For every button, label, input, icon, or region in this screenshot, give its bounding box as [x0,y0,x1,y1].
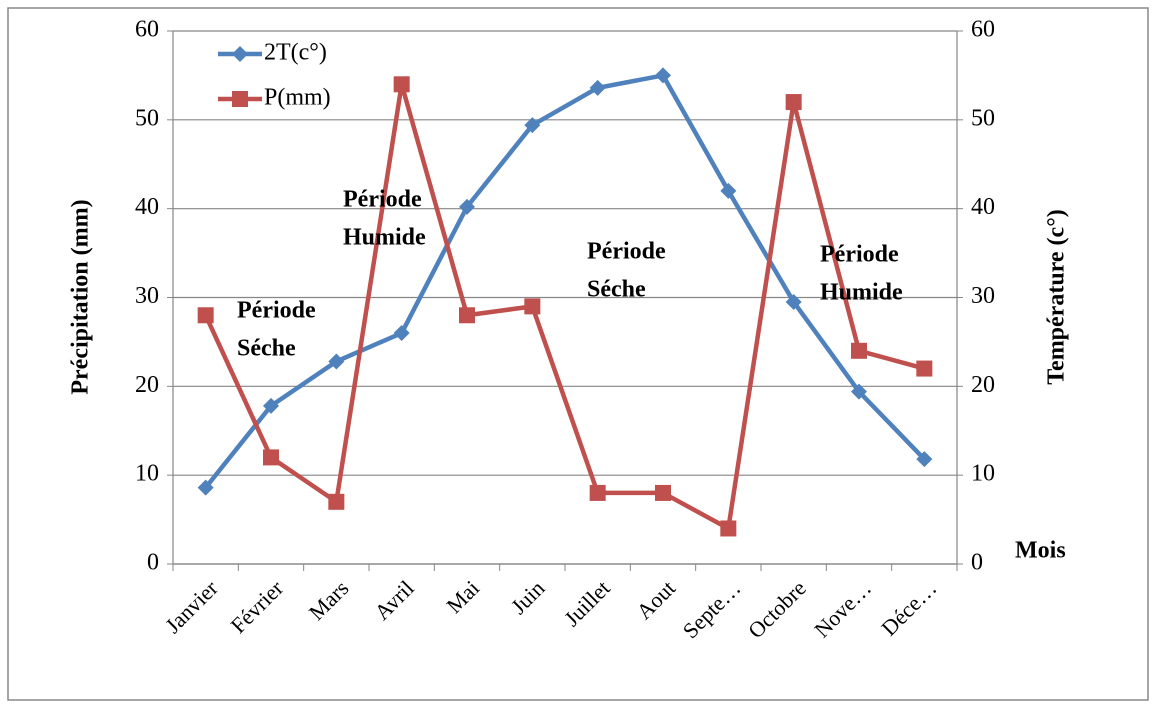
marker [851,342,867,359]
annotation: Humide [820,280,903,306]
marker [263,397,279,414]
series-line [203,82,925,531]
marker [655,484,671,501]
series-line [203,73,926,490]
marker [393,76,410,93]
legend-label: P(mm) [264,85,331,111]
marker [655,67,671,84]
y2-tick-label: 50 [971,105,995,131]
marker [328,353,345,370]
y-tick-label: 50 [135,105,159,131]
annotation: Période [587,239,666,265]
marker [589,484,606,501]
legend-label: 2T(c°) [264,40,327,66]
marker [232,91,248,107]
marker [916,451,933,468]
y2-tick-label: 20 [971,372,995,398]
marker [916,360,933,377]
y-tick-label: 10 [135,461,159,487]
marker [720,520,737,537]
series [197,76,933,537]
annotation: Séche [237,336,296,362]
marker [328,493,345,510]
marker [263,449,279,466]
marker [459,198,475,215]
annotation: Période [237,298,316,324]
marker [589,79,606,96]
marker [785,293,802,310]
marker [459,307,475,324]
y-axis-label: Précipitation (mm) [68,199,94,394]
y2-tick-label: 0 [971,550,983,576]
chart-frame [7,7,1149,701]
series [197,67,933,496]
marker [197,307,214,324]
x-axis-label: Mois [1015,538,1066,564]
marker [851,383,867,400]
marker [785,94,802,111]
annotation: Période [343,187,422,213]
marker [393,325,410,342]
y2-tick-label: 40 [971,194,995,220]
y2-axis-label: Température (c°) [1044,209,1070,385]
y-tick-label: 30 [135,283,159,309]
marker [720,182,737,199]
annotation: Humide [343,225,426,251]
marker [232,46,248,62]
y-tick-label: 0 [147,550,159,576]
annotation: Séche [587,277,646,303]
annotation: Période [820,242,899,268]
y2-tick-label: 10 [971,461,995,487]
marker [197,479,214,496]
marker [524,298,541,315]
y-tick-label: 60 [135,17,159,43]
marker [524,117,541,134]
y2-tick-label: 30 [971,283,995,309]
y-tick-label: 20 [135,372,159,398]
y-tick-label: 40 [135,194,159,220]
y2-tick-label: 60 [971,17,995,43]
